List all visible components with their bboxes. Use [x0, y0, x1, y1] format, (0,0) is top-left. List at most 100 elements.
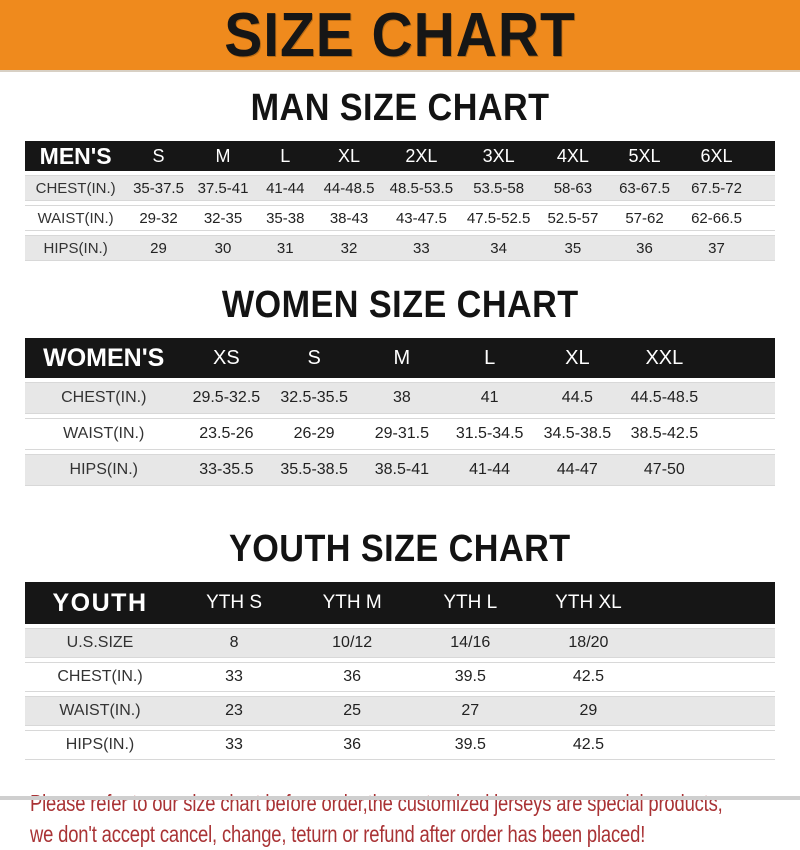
- men-size-value: 35: [537, 235, 609, 261]
- youth-size-value: 25: [293, 696, 412, 726]
- men-size-value: 48.5-53.5: [382, 175, 460, 201]
- men-group-header: MEN'S: [25, 141, 127, 171]
- youth-size-table: YOUTH YTH S YTH M YTH L YTH XL U.S.SIZE …: [25, 578, 775, 764]
- men-chest-row: CHEST(IN.) 35-37.5 37.5-41 41-44 44-48.5…: [25, 175, 775, 201]
- youth-size-value: 33: [175, 730, 294, 760]
- youth-ussize-row: U.S.SIZE 8 10/12 14/16 18/20: [25, 628, 775, 658]
- row-filler: [707, 418, 775, 450]
- women-col-header: XS: [182, 338, 271, 378]
- women-section-heading: WOMEN SIZE CHART: [0, 284, 800, 327]
- youth-col-header: YTH S: [175, 582, 294, 624]
- size-chart-banner: SIZE CHART: [0, 0, 800, 72]
- men-size-value: 30: [190, 235, 256, 261]
- youth-section-heading: YOUTH SIZE CHART: [0, 528, 800, 571]
- row-filler: [752, 205, 775, 231]
- women-header-row: WOMEN'S XS S M L XL XXL: [25, 338, 775, 378]
- women-size-value: 23.5-26: [182, 418, 271, 450]
- women-col-header: M: [358, 338, 446, 378]
- men-size-value: 34: [460, 235, 538, 261]
- disclaimer-line-2: we don't accept cancel, change, teturn o…: [30, 821, 646, 847]
- men-col-header: M: [190, 141, 256, 171]
- youth-size-value: 36: [293, 662, 412, 692]
- men-size-value: 41-44: [255, 175, 316, 201]
- youth-size-value: 23: [175, 696, 294, 726]
- women-size-value: 33-35.5: [182, 454, 271, 486]
- youth-waist-row: WAIST(IN.) 23 25 27 29: [25, 696, 775, 726]
- women-col-header: L: [445, 338, 534, 378]
- youth-size-value: 33: [175, 662, 294, 692]
- men-row-label: HIPS(IN.): [25, 235, 127, 261]
- women-size-value: 26-29: [270, 418, 358, 450]
- women-col-header: XL: [533, 338, 622, 378]
- youth-group-header: YOUTH: [25, 582, 175, 624]
- youth-size-value: 39.5: [411, 662, 530, 692]
- men-size-value: 35-37.5: [126, 175, 191, 201]
- women-row-label: WAIST(IN.): [25, 418, 183, 450]
- men-section-heading-text: MAN SIZE CHART: [250, 87, 550, 129]
- youth-hips-row: HIPS(IN.) 33 36 39.5 42.5: [25, 730, 775, 760]
- men-size-value: 57-62: [608, 205, 681, 231]
- women-section-heading-text: WOMEN SIZE CHART: [221, 284, 579, 326]
- men-size-table: MEN'S S M L XL 2XL 3XL 4XL 5XL 6XL CHEST…: [25, 137, 775, 265]
- men-size-value: 43-47.5: [382, 205, 460, 231]
- row-filler: [752, 235, 775, 261]
- women-row-label: CHEST(IN.): [25, 382, 183, 414]
- women-group-header: WOMEN'S: [25, 338, 183, 378]
- youth-size-value: 42.5: [529, 662, 648, 692]
- men-col-header: 3XL: [460, 141, 538, 171]
- row-filler: [647, 730, 775, 760]
- women-size-table: WOMEN'S XS S M L XL XXL CHEST(IN.) 29.5-…: [25, 334, 775, 490]
- youth-size-value: 18/20: [529, 628, 648, 658]
- youth-row-label: U.S.SIZE: [25, 628, 175, 658]
- youth-row-label: CHEST(IN.): [25, 662, 175, 692]
- men-col-header: 2XL: [382, 141, 460, 171]
- header-filler: [647, 582, 775, 624]
- women-size-value: 41: [445, 382, 534, 414]
- men-size-value: 35-38: [255, 205, 316, 231]
- men-col-header: 4XL: [537, 141, 609, 171]
- men-size-value: 29: [126, 235, 191, 261]
- women-size-value: 44-47: [533, 454, 622, 486]
- women-size-value: 38: [358, 382, 446, 414]
- youth-section-heading-text: YOUTH SIZE CHART: [229, 528, 571, 570]
- youth-col-header: YTH M: [293, 582, 412, 624]
- men-size-value: 62-66.5: [680, 205, 753, 231]
- youth-col-header: YTH XL: [529, 582, 648, 624]
- youth-size-value: 8: [175, 628, 294, 658]
- men-size-value: 37: [680, 235, 753, 261]
- youth-size-value: 27: [411, 696, 530, 726]
- youth-header-row: YOUTH YTH S YTH M YTH L YTH XL: [25, 582, 775, 624]
- women-size-value: 31.5-34.5: [445, 418, 534, 450]
- youth-size-value: 29: [529, 696, 648, 726]
- men-size-value: 44-48.5: [315, 175, 383, 201]
- women-size-value: 41-44: [445, 454, 534, 486]
- women-row-label: HIPS(IN.): [25, 454, 183, 486]
- men-section-heading: MAN SIZE CHART: [0, 87, 800, 130]
- men-col-header: L: [255, 141, 316, 171]
- men-size-value: 36: [608, 235, 681, 261]
- bottom-edge-strip: [0, 796, 800, 800]
- women-chest-row: CHEST(IN.) 29.5-32.5 32.5-35.5 38 41 44.…: [25, 382, 775, 414]
- women-size-value: 38.5-41: [358, 454, 446, 486]
- women-size-value: 29.5-32.5: [182, 382, 271, 414]
- men-size-value: 67.5-72: [680, 175, 753, 201]
- youth-col-header: YTH L: [411, 582, 530, 624]
- men-col-header: S: [126, 141, 191, 171]
- men-row-label: CHEST(IN.): [25, 175, 127, 201]
- women-col-header: S: [270, 338, 358, 378]
- men-size-value: 53.5-58: [460, 175, 538, 201]
- men-col-header: XL: [315, 141, 383, 171]
- row-filler: [707, 382, 775, 414]
- disclaimer-line-1: Please refer to our size chart before or…: [30, 790, 723, 816]
- youth-size-value: 14/16: [411, 628, 530, 658]
- women-size-value: 35.5-38.5: [270, 454, 358, 486]
- women-size-value: 29-31.5: [358, 418, 446, 450]
- men-size-value: 58-63: [537, 175, 609, 201]
- banner-title: SIZE CHART: [224, 0, 576, 70]
- men-size-value: 31: [255, 235, 316, 261]
- women-size-value: 44.5-48.5: [621, 382, 708, 414]
- row-filler: [647, 696, 775, 726]
- men-size-value: 33: [382, 235, 460, 261]
- men-size-value: 32: [315, 235, 383, 261]
